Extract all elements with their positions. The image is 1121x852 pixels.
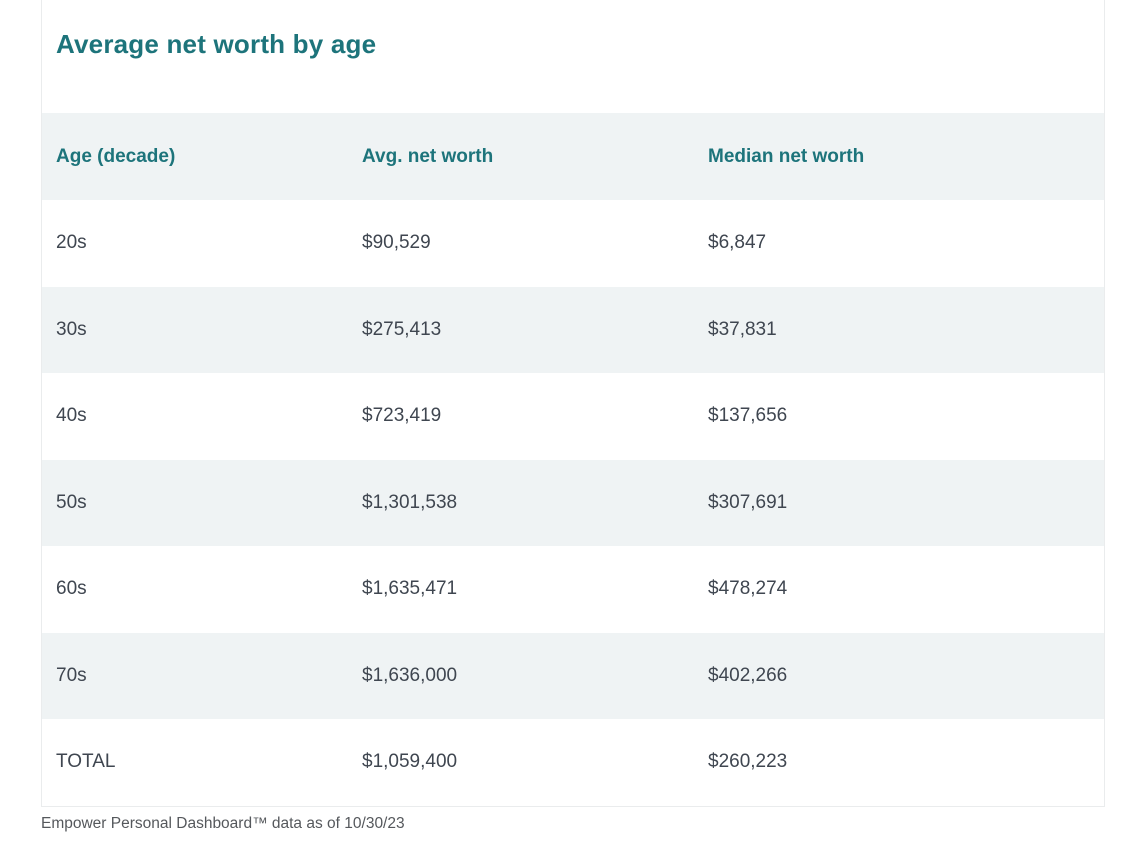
- cell-avg-net-worth: $275,413: [362, 318, 442, 340]
- table-row-40s: 40s $723,419 $137,656: [42, 373, 1104, 460]
- cell-median-net-worth: $307,691: [708, 491, 788, 513]
- cell-median-net-worth: $260,223: [708, 751, 788, 773]
- cell-median-net-worth: $37,831: [708, 318, 777, 340]
- data-source-note: Empower Personal Dashboard™ data as of 1…: [41, 815, 405, 832]
- table-body: 20s $90,529 $6,847 30s $275,413 $37,831 …: [42, 200, 1104, 806]
- table-row-70s: 70s $1,636,000 $402,266: [42, 632, 1104, 719]
- cell-age: TOTAL: [56, 751, 116, 773]
- cell-age: 40s: [56, 405, 87, 427]
- cell-avg-net-worth: $723,419: [362, 405, 442, 427]
- cell-median-net-worth: $6,847: [708, 232, 767, 254]
- cell-age: 20s: [56, 232, 87, 254]
- title-section: Average net worth by age: [42, 0, 1104, 113]
- table-row-total: TOTAL $1,059,400 $260,223: [42, 719, 1104, 806]
- table-row-20s: 20s $90,529 $6,847: [42, 200, 1104, 287]
- table-row-60s: 60s $1,635,471 $478,274: [42, 546, 1104, 633]
- cell-median-net-worth: $137,656: [708, 405, 788, 427]
- cell-age: 70s: [56, 664, 87, 686]
- net-worth-card: Average net worth by age Age (decade) Av…: [41, 0, 1105, 807]
- cell-avg-net-worth: $1,059,400: [362, 751, 458, 773]
- column-header-avg-net-worth: Avg. net worth: [362, 145, 494, 167]
- table-row-30s: 30s $275,413 $37,831: [42, 286, 1104, 373]
- cell-avg-net-worth: $90,529: [362, 232, 431, 254]
- column-header-median-net-worth: Median net worth: [708, 145, 865, 167]
- table-row-50s: 50s $1,301,538 $307,691: [42, 459, 1104, 546]
- cell-median-net-worth: $402,266: [708, 664, 788, 686]
- cell-avg-net-worth: $1,635,471: [362, 578, 458, 600]
- column-header-age: Age (decade): [56, 145, 176, 167]
- cell-age: 60s: [56, 578, 87, 600]
- cell-median-net-worth: $478,274: [708, 578, 788, 600]
- cell-age: 30s: [56, 318, 87, 340]
- cell-age: 50s: [56, 491, 87, 513]
- net-worth-table: Age (decade) Avg. net worth Median net w…: [42, 113, 1104, 806]
- cell-avg-net-worth: $1,636,000: [362, 664, 458, 686]
- table-header-row: Age (decade) Avg. net worth Median net w…: [42, 113, 1104, 200]
- cell-avg-net-worth: $1,301,538: [362, 491, 458, 513]
- page-title: Average net worth by age: [56, 29, 377, 59]
